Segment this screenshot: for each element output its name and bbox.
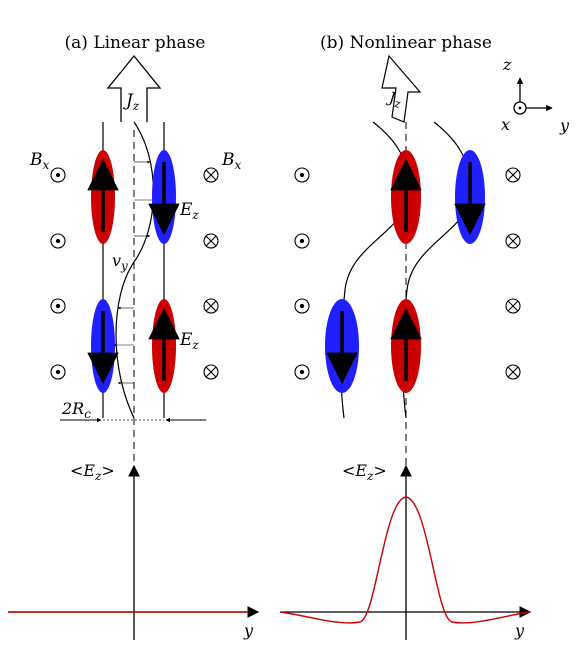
field-symbols-a bbox=[50, 167, 219, 380]
current-label-a: Jz bbox=[123, 91, 140, 113]
current-arrow-a bbox=[106, 54, 162, 122]
axis-z-label: z bbox=[502, 55, 512, 74]
field-symbols-b bbox=[294, 167, 521, 380]
profile-a-ez-label: <Ez> bbox=[70, 461, 115, 483]
profile-b-curve bbox=[279, 496, 531, 624]
ez-label-bottom: Ez bbox=[179, 330, 199, 352]
axis-y-label: y bbox=[559, 116, 570, 135]
velocity-arrows bbox=[112, 160, 156, 385]
coordinate-axes bbox=[513, 77, 553, 115]
bx-label-left: Bx bbox=[29, 150, 50, 172]
current-arrow-b bbox=[381, 54, 422, 123]
bx-label-right: Bx bbox=[221, 150, 242, 172]
radius-label: 2Rc bbox=[61, 399, 91, 421]
profile-a-y-label: y bbox=[243, 621, 254, 640]
axis-x-label: x bbox=[501, 115, 510, 134]
vy-label: vy bbox=[112, 251, 128, 273]
profile-b-y-label: y bbox=[514, 621, 525, 640]
profile-b-ez-label: <Ez> bbox=[342, 461, 387, 483]
panel-b-title: (b) Nonlinear phase bbox=[320, 33, 492, 53]
panel-a-title: (a) Linear phase bbox=[65, 33, 206, 53]
ez-label-top: Ez bbox=[179, 200, 199, 222]
